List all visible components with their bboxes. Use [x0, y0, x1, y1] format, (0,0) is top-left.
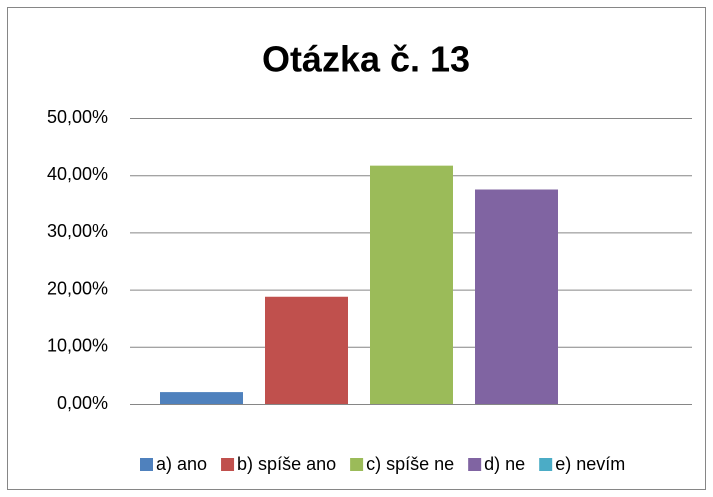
- legend-swatch: [539, 458, 553, 471]
- y-tick-label: 30,00%: [47, 221, 108, 241]
- legend-label: e) nevím: [555, 454, 625, 474]
- legend-swatch: [221, 458, 235, 471]
- chart-title: Otázka č. 13: [262, 39, 470, 80]
- legend-label: d) ne: [484, 454, 525, 474]
- y-tick-label: 50,00%: [47, 107, 108, 127]
- legend-label: c) spíše ne: [366, 454, 454, 474]
- y-tick-label: 10,00%: [47, 336, 108, 356]
- legend-swatch: [140, 458, 153, 471]
- bar: [265, 296, 348, 404]
- bar: [475, 189, 558, 404]
- chart-border: [7, 7, 706, 490]
- y-tick-label: 0,00%: [57, 393, 108, 413]
- bar: [160, 392, 243, 404]
- y-tick-label: 20,00%: [47, 278, 108, 298]
- legend-label: b) spíše ano: [237, 454, 336, 474]
- legend-swatch: [468, 458, 482, 471]
- legend-swatch: [350, 458, 364, 471]
- y-tick-label: 40,00%: [47, 164, 108, 184]
- bar: [370, 165, 453, 404]
- legend-label: a) ano: [156, 454, 207, 474]
